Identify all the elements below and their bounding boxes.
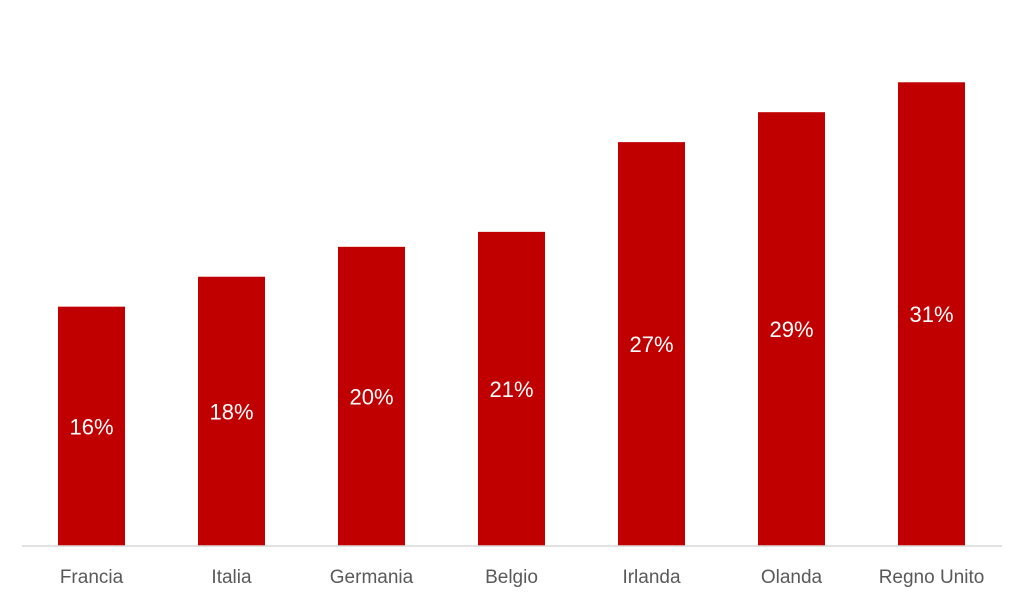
- x-tick-label: Francia: [60, 567, 124, 588]
- x-tick-label: Olanda: [761, 567, 823, 588]
- x-tick-label: Italia: [211, 567, 252, 588]
- x-tick-label: Germania: [330, 567, 414, 588]
- bar-irlanda: [618, 142, 685, 546]
- bar-value-label: 29%: [769, 317, 813, 342]
- bar-value-label: 31%: [909, 302, 953, 327]
- bar-belgio: [478, 231, 545, 546]
- bar-olanda: [758, 112, 825, 547]
- bar-value-label: 16%: [69, 414, 113, 439]
- x-tick-label: Regno Unito: [879, 567, 985, 588]
- bars-group: 16% 18% 20% 21% 27% 29% 31%: [58, 82, 965, 547]
- bar-italia: [198, 276, 265, 546]
- x-tick-label: Irlanda: [622, 567, 681, 588]
- bar-value-label: 27%: [629, 332, 673, 357]
- bar-germania: [338, 246, 405, 547]
- bar-value-label: 20%: [349, 384, 393, 409]
- bar-francia: [58, 306, 125, 546]
- x-tick-labels: Francia Italia Germania Belgio Irlanda Olanda…: [60, 567, 984, 588]
- bar-regno-unito: [898, 82, 965, 546]
- bar-value-label: 21%: [489, 377, 533, 402]
- x-tick-label: Belgio: [485, 567, 538, 588]
- bar-value-label: 18%: [209, 399, 253, 424]
